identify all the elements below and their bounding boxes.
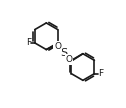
Text: F: F	[98, 69, 103, 78]
Text: O: O	[54, 42, 61, 51]
Text: S: S	[60, 48, 67, 58]
Text: O: O	[66, 55, 73, 64]
Text: F: F	[26, 38, 31, 47]
